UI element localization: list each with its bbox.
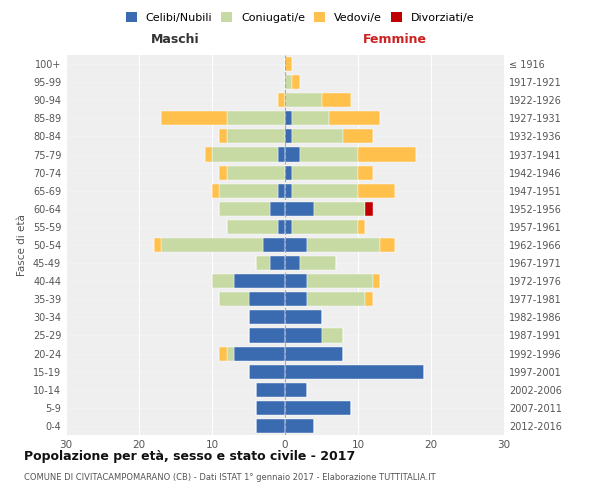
Bar bbox=[219, 202, 271, 216]
Bar bbox=[263, 238, 285, 252]
Bar bbox=[256, 419, 285, 433]
Y-axis label: Fasce di età: Fasce di età bbox=[17, 214, 27, 276]
Bar bbox=[285, 220, 292, 234]
Bar bbox=[227, 130, 285, 143]
Bar bbox=[278, 184, 285, 198]
Bar bbox=[220, 166, 227, 179]
Bar bbox=[205, 148, 212, 162]
Bar bbox=[292, 184, 358, 198]
Bar bbox=[292, 130, 343, 143]
Bar bbox=[292, 112, 329, 126]
Bar bbox=[292, 220, 358, 234]
Bar bbox=[285, 130, 292, 143]
Bar bbox=[271, 202, 285, 216]
Bar bbox=[285, 310, 322, 324]
Bar bbox=[285, 292, 307, 306]
Bar bbox=[299, 256, 336, 270]
Bar bbox=[278, 220, 285, 234]
Bar bbox=[285, 328, 322, 342]
Bar bbox=[220, 130, 227, 143]
Bar bbox=[358, 166, 373, 179]
Text: Femmine: Femmine bbox=[362, 33, 427, 46]
Bar bbox=[365, 292, 373, 306]
Bar bbox=[285, 57, 292, 71]
Bar bbox=[358, 184, 395, 198]
Bar bbox=[329, 112, 380, 126]
Bar bbox=[220, 292, 248, 306]
Bar bbox=[285, 202, 314, 216]
Bar bbox=[234, 274, 285, 288]
Bar bbox=[285, 238, 307, 252]
Bar bbox=[358, 220, 365, 234]
Bar bbox=[278, 148, 285, 162]
Bar bbox=[220, 346, 227, 360]
Bar bbox=[285, 256, 299, 270]
Bar bbox=[285, 75, 292, 89]
Bar bbox=[292, 166, 358, 179]
Bar bbox=[248, 292, 285, 306]
Bar bbox=[285, 166, 292, 179]
Bar bbox=[285, 112, 292, 126]
Bar bbox=[322, 93, 350, 108]
Bar bbox=[248, 328, 285, 342]
Bar bbox=[307, 292, 365, 306]
Bar bbox=[227, 112, 285, 126]
Bar bbox=[307, 274, 373, 288]
Bar bbox=[271, 256, 285, 270]
Bar bbox=[285, 274, 307, 288]
Bar bbox=[227, 166, 285, 179]
Bar bbox=[292, 75, 299, 89]
Text: Popolazione per età, sesso e stato civile - 2017: Popolazione per età, sesso e stato civil… bbox=[24, 450, 355, 463]
Bar bbox=[285, 401, 350, 415]
Bar bbox=[161, 238, 263, 252]
Bar bbox=[299, 148, 358, 162]
Bar bbox=[161, 112, 227, 126]
Bar bbox=[285, 364, 424, 378]
Bar bbox=[285, 419, 314, 433]
Legend: Celibi/Nubili, Coniugati/e, Vedovi/e, Divorziati/e: Celibi/Nubili, Coniugati/e, Vedovi/e, Di… bbox=[121, 8, 479, 28]
Bar bbox=[365, 202, 373, 216]
Bar bbox=[285, 346, 343, 360]
Bar bbox=[278, 93, 285, 108]
Bar bbox=[314, 202, 365, 216]
Bar bbox=[373, 274, 380, 288]
Bar bbox=[234, 346, 285, 360]
Bar bbox=[248, 310, 285, 324]
Bar bbox=[307, 238, 380, 252]
Text: Maschi: Maschi bbox=[151, 33, 200, 46]
Bar bbox=[380, 238, 395, 252]
Bar bbox=[227, 346, 234, 360]
Bar bbox=[256, 401, 285, 415]
Text: COMUNE DI CIVITACAMPOMARANO (CB) - Dati ISTAT 1° gennaio 2017 - Elaborazione TUT: COMUNE DI CIVITACAMPOMARANO (CB) - Dati … bbox=[24, 472, 436, 482]
Bar bbox=[343, 130, 373, 143]
Bar bbox=[227, 220, 278, 234]
Bar bbox=[212, 184, 220, 198]
Bar bbox=[285, 382, 307, 397]
Bar bbox=[256, 256, 271, 270]
Bar bbox=[154, 238, 161, 252]
Bar bbox=[285, 148, 299, 162]
Bar bbox=[220, 184, 278, 198]
Bar bbox=[285, 184, 292, 198]
Bar bbox=[358, 148, 416, 162]
Bar bbox=[248, 364, 285, 378]
Bar bbox=[256, 382, 285, 397]
Bar bbox=[285, 93, 322, 108]
Bar bbox=[212, 274, 234, 288]
Bar bbox=[322, 328, 343, 342]
Bar bbox=[212, 148, 278, 162]
